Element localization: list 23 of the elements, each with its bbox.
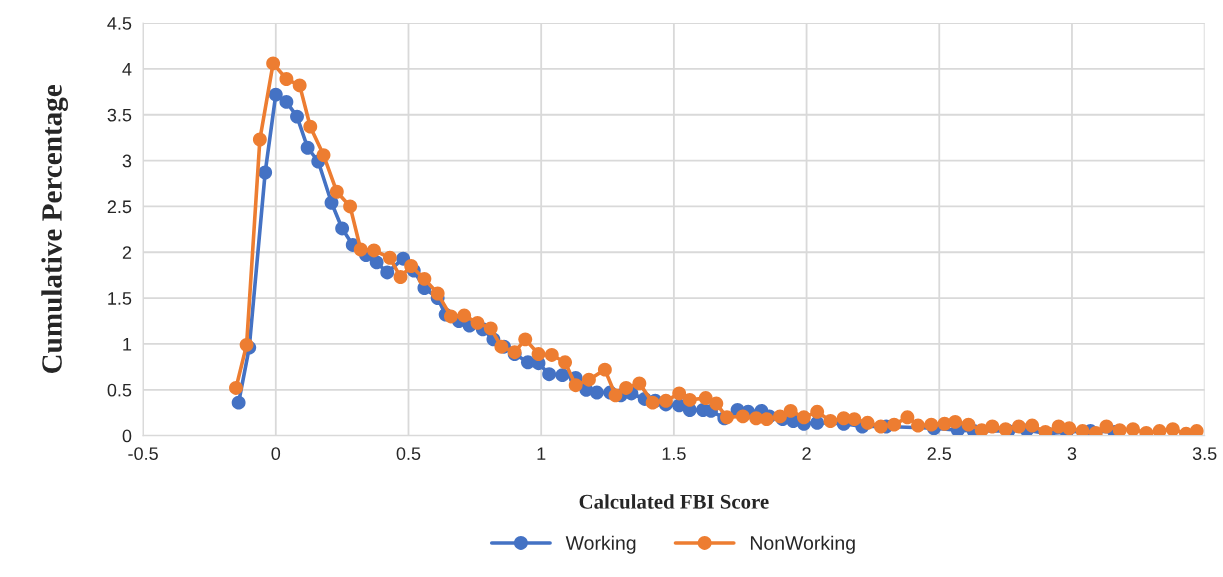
x-axis-title: Calculated FBI Score — [579, 494, 769, 509]
y-axis-title: Cumulative Percentage — [41, 84, 68, 374]
y-tick-label: 0.5 — [107, 383, 132, 397]
y-tick-label: 3.5 — [107, 108, 132, 122]
legend-label: NonWorking — [750, 535, 855, 554]
x-tick-label: 1.5 — [662, 447, 686, 461]
y-tick-label: 1 — [123, 338, 132, 351]
legend-label: Working — [565, 535, 636, 554]
y-tick-label: 2.5 — [107, 200, 132, 214]
y-tick-label: 2 — [122, 246, 132, 259]
y-tick-label: 3 — [122, 154, 132, 168]
y-tick-label: 0 — [122, 429, 132, 443]
x-tick-label: -0.5 — [128, 447, 158, 461]
x-tick-label: 2 — [802, 447, 811, 460]
x-tick-label: 3.5 — [1192, 447, 1217, 461]
x-tick-label: 3 — [1067, 447, 1077, 461]
x-tick-label: 0.5 — [396, 447, 421, 461]
y-tick-label: 1.5 — [108, 292, 132, 305]
y-tick-label: 4.5 — [107, 17, 132, 30]
x-tick-label: 1 — [537, 447, 546, 460]
y-tick-label: 4 — [122, 63, 132, 76]
x-tick-label: 2.5 — [927, 447, 952, 461]
x-tick-label: 0 — [271, 447, 281, 461]
